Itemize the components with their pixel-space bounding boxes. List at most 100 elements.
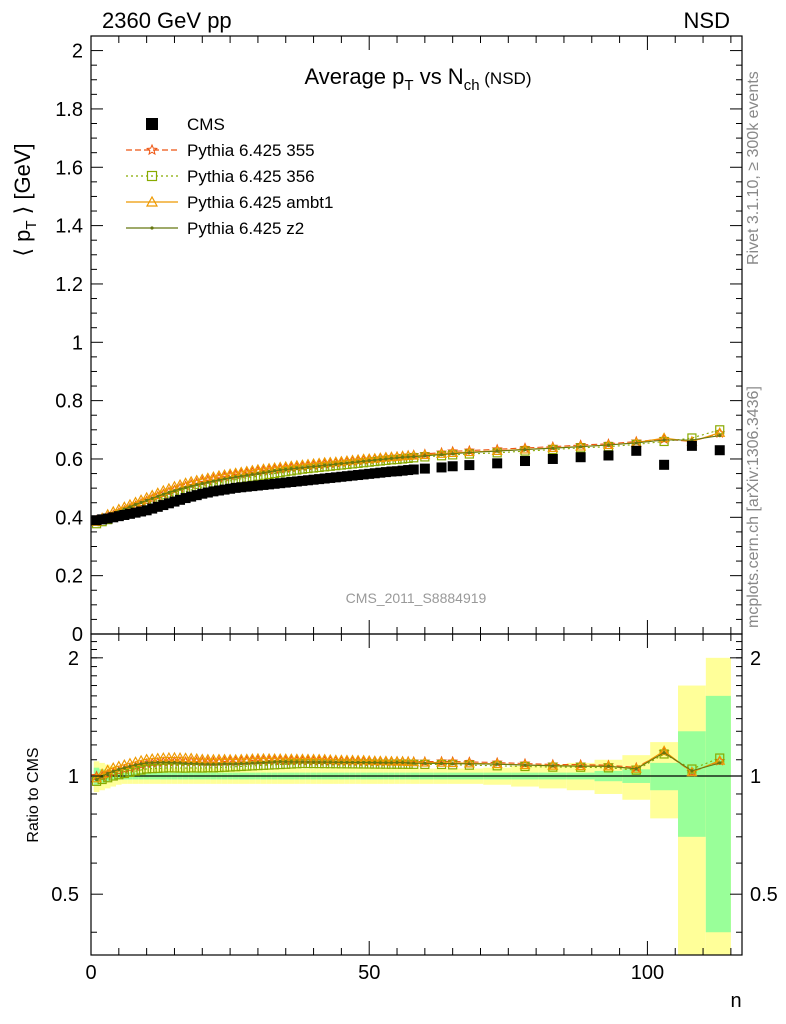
data-point — [319, 473, 330, 484]
data-point — [222, 477, 227, 481]
legend: CMS Pythia 6.425 355 Pythia 6.425 356 Pythi… — [126, 115, 333, 238]
data-point — [289, 760, 293, 764]
y-tick-label: 1.2 — [55, 274, 83, 296]
data-point — [161, 492, 165, 496]
data-point — [117, 767, 121, 771]
data-point — [145, 761, 149, 765]
legend-item: Pythia 6.425 ambt1 — [126, 193, 333, 212]
ratio-tick-label-right: 1 — [750, 766, 761, 788]
data-point — [291, 476, 302, 487]
data-point — [718, 761, 722, 765]
data-point — [284, 760, 288, 764]
data-point — [228, 476, 232, 480]
data-point — [236, 482, 247, 493]
rivet-version-label: Rivet 3.1.10, ≥ 300k events — [745, 71, 762, 265]
data-point — [389, 761, 394, 765]
ratio-y-axis-label: Ratio to CMS — [25, 747, 42, 842]
ratio-tick-label-right: 0.5 — [750, 884, 778, 906]
data-point — [97, 514, 108, 525]
data-point — [286, 759, 296, 769]
data-point — [373, 458, 377, 462]
data-point — [180, 752, 192, 763]
data-point — [690, 769, 694, 773]
data-point — [217, 762, 221, 766]
data-point — [714, 445, 725, 456]
data-point — [136, 765, 146, 775]
data-point — [356, 760, 360, 765]
data-point — [102, 513, 113, 524]
data-point — [161, 760, 165, 764]
data-point — [386, 466, 397, 477]
data-point — [145, 498, 149, 502]
data-point — [119, 768, 129, 779]
data-point — [295, 760, 299, 764]
data-point — [297, 475, 308, 486]
mcplots-reference-label: mcplots.cern.ch [arXiv:1306.3436] — [745, 386, 762, 628]
ratio-tick-label-left: 2 — [68, 648, 79, 670]
legend-label: Pythia 6.425 355 — [187, 141, 315, 160]
data-point — [400, 760, 405, 765]
x-axis-label: n — [730, 990, 741, 1012]
data-point — [178, 487, 182, 491]
data-point — [397, 755, 409, 766]
data-point — [520, 456, 530, 467]
data-point — [686, 440, 697, 451]
data-point — [579, 445, 583, 449]
data-point — [202, 487, 213, 498]
data-point — [122, 766, 126, 770]
data-point — [391, 450, 403, 461]
data-point — [158, 763, 168, 773]
data-point — [451, 452, 455, 456]
data-point — [451, 762, 455, 766]
data-point — [408, 756, 420, 767]
data-point — [211, 479, 216, 483]
data-point — [119, 509, 130, 520]
process-label: NSD — [683, 8, 730, 33]
data-point — [634, 767, 638, 771]
y-tick-label: 1 — [72, 332, 83, 354]
data-point — [659, 459, 670, 470]
y-axis-label-part: ⟩ [GeV] — [10, 143, 35, 220]
data-point — [280, 477, 291, 488]
data-point — [258, 479, 269, 490]
data-point — [690, 438, 694, 442]
data-point — [634, 441, 638, 445]
ratio-series-line — [96, 750, 720, 779]
data-point — [234, 762, 238, 766]
data-point — [576, 443, 586, 453]
data-point — [551, 446, 555, 450]
data-point — [523, 763, 527, 767]
data-point — [130, 507, 141, 518]
data-point — [400, 455, 405, 459]
data-point — [369, 468, 380, 479]
data-point — [374, 755, 386, 766]
data-point — [369, 452, 381, 463]
data-point — [278, 760, 282, 764]
data-point — [523, 448, 527, 452]
data-point — [412, 761, 416, 765]
data-point — [269, 478, 280, 489]
data-point — [447, 757, 459, 768]
chart-title-part: Average p — [305, 64, 405, 89]
data-point — [281, 467, 291, 477]
data-point — [439, 761, 444, 765]
data-point — [467, 450, 471, 455]
data-point — [145, 195, 159, 207]
data-point — [389, 456, 394, 460]
data-point — [175, 494, 186, 505]
data-point — [197, 488, 208, 499]
data-point — [156, 494, 160, 498]
data-point — [178, 761, 182, 765]
data-point — [334, 760, 338, 764]
data-point — [350, 460, 355, 465]
chart-title: Average pT vs Nch (NSD) — [305, 64, 532, 94]
data-point — [289, 467, 293, 471]
data-point — [195, 483, 199, 487]
series-pythia-6-425-z2 — [94, 434, 722, 525]
y-tick-label: 0 — [72, 624, 83, 646]
energy-label: 2360 GeV pp — [102, 8, 232, 33]
data-point — [128, 505, 132, 509]
data-point — [436, 462, 447, 473]
data-point — [300, 760, 305, 764]
